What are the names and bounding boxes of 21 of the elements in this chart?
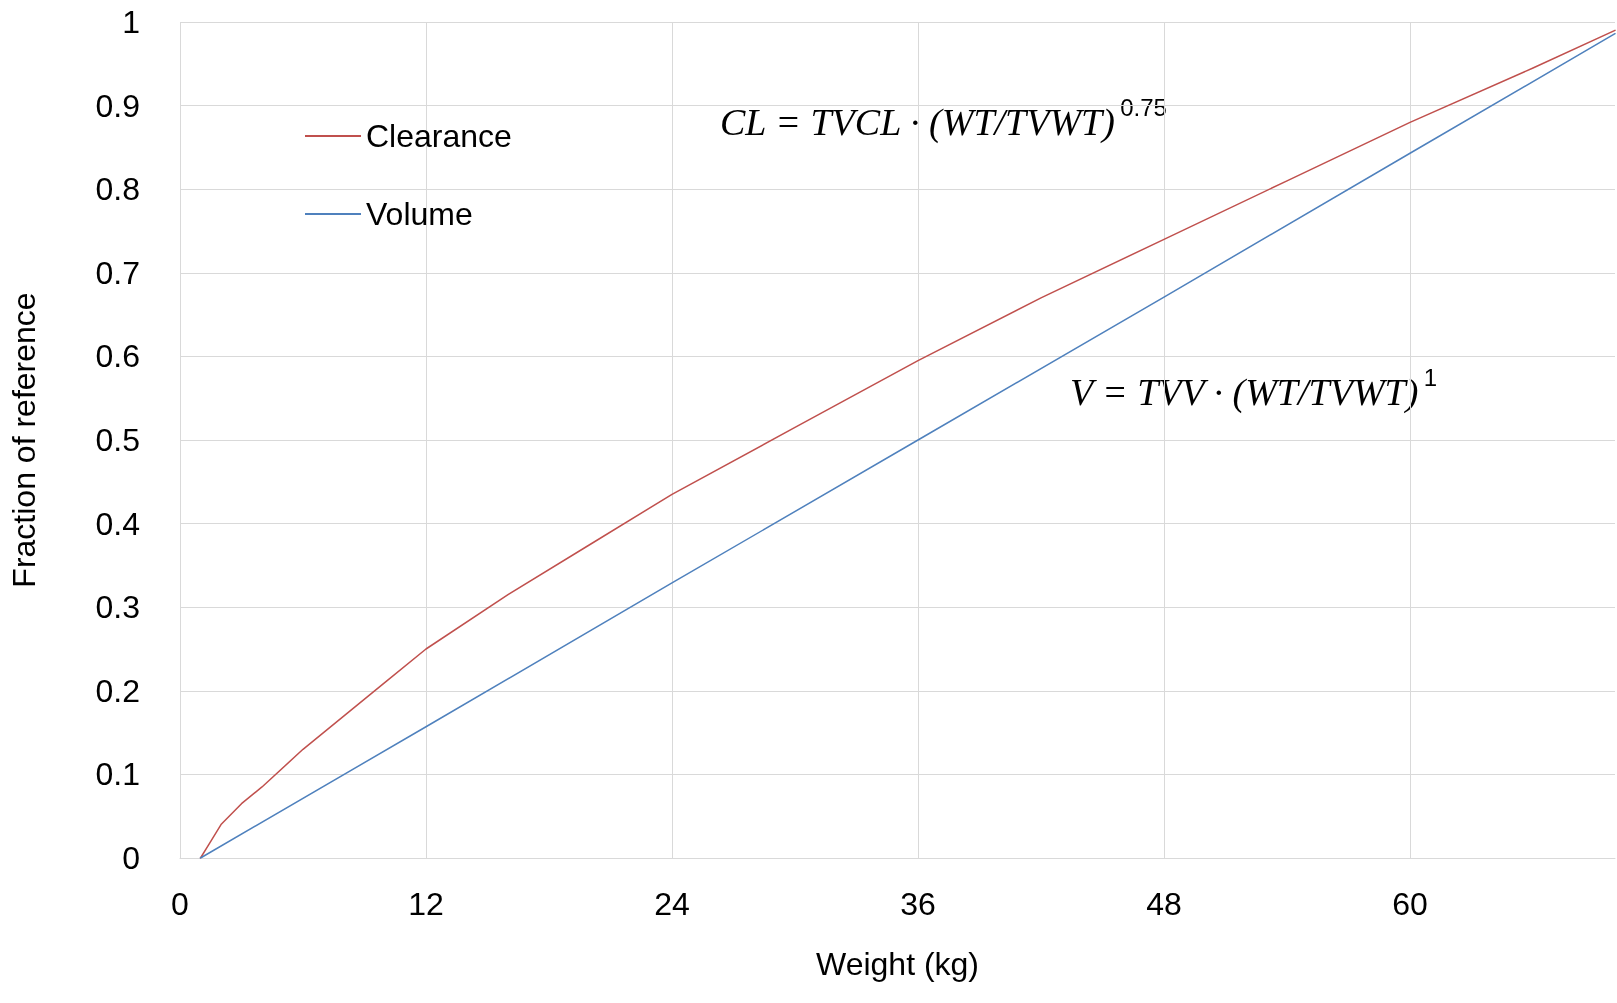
y-axis-title: Fraction of reference (6, 292, 42, 588)
y-tick-label: 0.7 (95, 254, 140, 291)
x-tick-label: 24 (654, 886, 690, 922)
y-tick-label: 0.6 (95, 338, 140, 375)
y-tick-label: 0.5 (95, 422, 140, 458)
y-tick-label: 0.8 (95, 171, 140, 208)
y-tick-label: 0.2 (95, 672, 140, 709)
y-tick-label: 1 (122, 4, 140, 40)
x-tick-label: 12 (408, 886, 444, 922)
legend-label: Clearance (366, 118, 512, 154)
y-tick-label: 0.4 (95, 505, 140, 542)
y-tick-label: 0.1 (95, 756, 140, 793)
x-tick-label: 48 (1146, 886, 1182, 922)
y-tick-label: 0.3 (95, 589, 140, 626)
x-axis-title: Weight (kg) (815, 946, 980, 982)
x-tick-label: 60 (1392, 886, 1428, 922)
x-tick-label: 0 (171, 886, 189, 922)
y-tick-label: 0.9 (95, 87, 140, 124)
legend-label: Volume (366, 196, 473, 232)
y-tick-label: 0 (122, 840, 140, 876)
x-tick-label: 36 (900, 886, 936, 922)
